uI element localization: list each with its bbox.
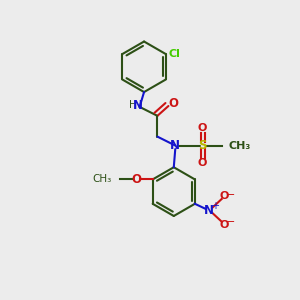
- Text: O: O: [131, 173, 141, 186]
- Text: H: H: [129, 100, 137, 110]
- Text: Cl: Cl: [169, 49, 181, 58]
- Text: O: O: [168, 98, 178, 110]
- Text: O: O: [219, 220, 229, 230]
- Text: −: −: [226, 190, 235, 200]
- Text: CH₃: CH₃: [229, 140, 251, 151]
- Text: N: N: [204, 204, 214, 217]
- Text: N: N: [170, 139, 180, 152]
- Text: N: N: [133, 99, 143, 112]
- Text: +: +: [211, 201, 219, 211]
- Text: S: S: [198, 139, 207, 152]
- Text: O: O: [219, 191, 229, 201]
- Text: O: O: [198, 158, 207, 168]
- Text: CH₃: CH₃: [93, 174, 112, 184]
- Text: −: −: [226, 217, 235, 226]
- Text: O: O: [198, 123, 207, 133]
